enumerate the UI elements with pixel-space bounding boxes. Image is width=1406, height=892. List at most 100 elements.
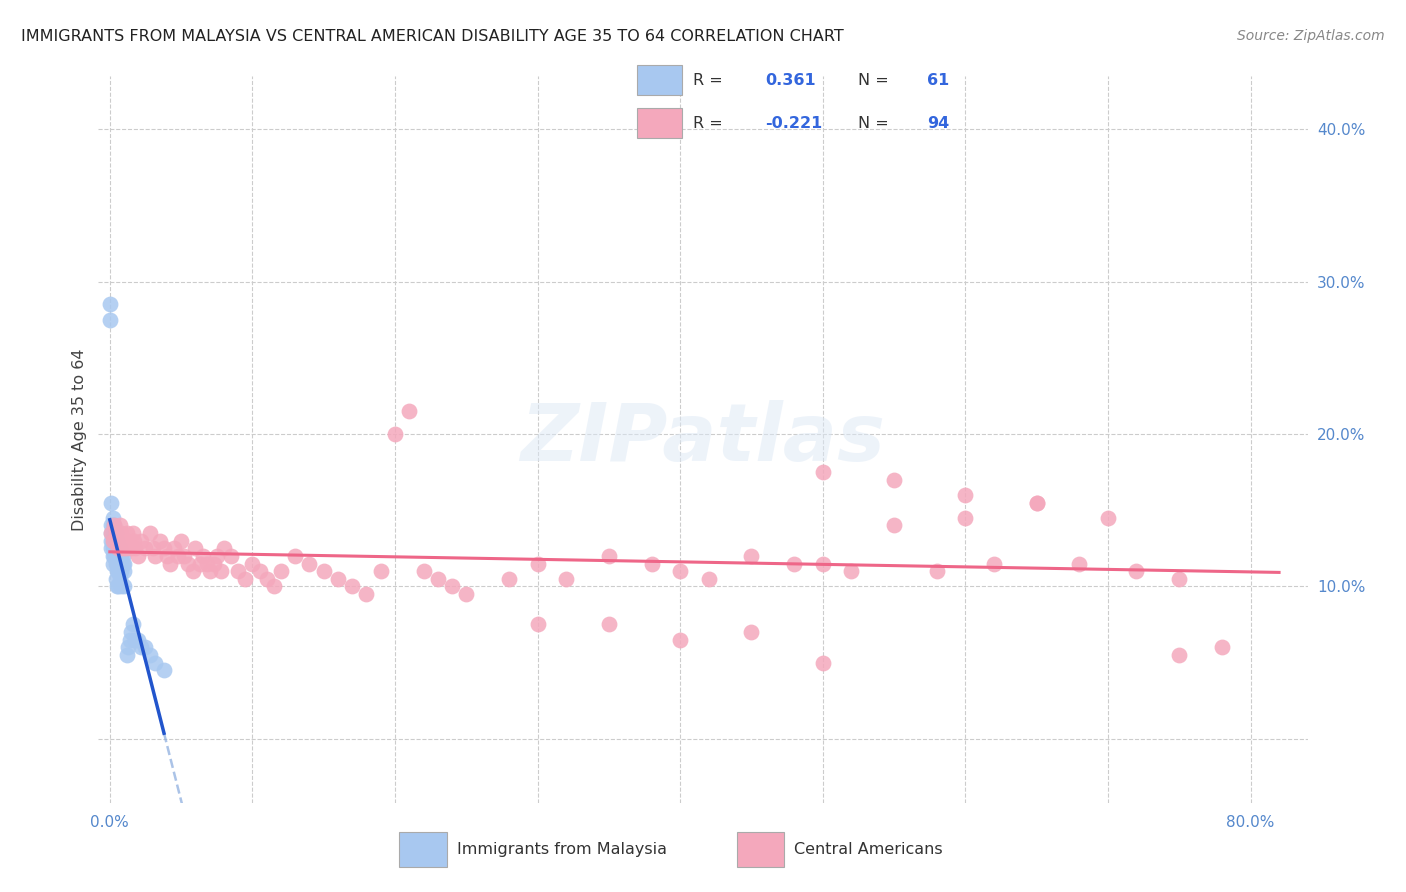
Point (103, 549, 125, 563)
Point (925, 564, 948, 578)
Point (101, 533, 124, 548)
Point (170, 533, 193, 548)
Point (159, 557, 181, 571)
Point (783, 557, 806, 571)
Point (101, 533, 124, 548)
Point (105, 579, 128, 593)
Point (101, 526, 124, 541)
Point (108, 541, 131, 556)
Point (105, 533, 128, 548)
Point (105, 533, 128, 548)
Point (153, 541, 176, 556)
Text: R =: R = (693, 73, 723, 87)
Text: ZIPatlas: ZIPatlas (520, 401, 886, 478)
Point (121, 617, 143, 632)
Point (669, 632, 692, 647)
Bar (737, 832, 785, 867)
Point (108, 518, 131, 533)
Point (1168, 572, 1191, 586)
Point (233, 572, 256, 586)
Point (100, 541, 122, 556)
Point (115, 648, 138, 662)
Point (811, 465, 834, 479)
Point (526, 617, 548, 632)
Point (398, 404, 420, 418)
Text: Source: ZipAtlas.com: Source: ZipAtlas.com (1237, 29, 1385, 43)
Point (118, 632, 141, 647)
Point (101, 510, 124, 524)
Point (108, 557, 131, 571)
Text: N =: N = (858, 73, 889, 87)
Point (184, 541, 207, 556)
Point (640, 557, 662, 571)
Bar (637, 65, 682, 95)
Point (195, 557, 218, 571)
Point (202, 557, 225, 571)
Point (108, 572, 131, 586)
Point (342, 579, 364, 593)
Point (112, 564, 135, 578)
Point (134, 640, 156, 655)
Point (110, 557, 132, 571)
Point (740, 549, 762, 563)
Point (209, 564, 232, 578)
Point (104, 549, 127, 563)
Point (370, 564, 392, 578)
Point (108, 549, 131, 563)
Point (107, 549, 129, 563)
Text: 94: 94 (928, 116, 949, 130)
Point (100, 526, 122, 541)
Point (412, 564, 434, 578)
Point (101, 518, 124, 533)
Point (153, 663, 176, 677)
Point (122, 533, 145, 548)
Point (163, 541, 186, 556)
Point (104, 533, 127, 548)
Point (112, 533, 135, 548)
Point (270, 564, 292, 578)
Point (1211, 640, 1233, 655)
Point (955, 488, 977, 502)
Text: R =: R = (693, 116, 723, 130)
Point (104, 526, 127, 541)
Point (111, 557, 134, 571)
Point (284, 549, 307, 563)
Point (145, 549, 167, 563)
Point (298, 557, 321, 571)
Point (740, 625, 762, 640)
Point (212, 541, 235, 556)
Bar (637, 108, 682, 138)
Point (139, 648, 162, 662)
Point (100, 526, 122, 541)
Point (1025, 495, 1047, 509)
Point (555, 572, 578, 586)
Point (156, 549, 179, 563)
Point (100, 518, 122, 533)
Point (103, 518, 125, 533)
Point (110, 549, 132, 563)
Point (115, 526, 138, 541)
Point (139, 526, 162, 541)
Point (384, 427, 406, 442)
Point (104, 541, 127, 556)
Point (205, 549, 228, 563)
Point (101, 549, 124, 563)
Point (98, 312, 121, 326)
Point (955, 510, 977, 524)
Point (103, 541, 125, 556)
Text: IMMIGRANTS FROM MALAYSIA VS CENTRAL AMERICAN DISABILITY AGE 35 TO 64 CORRELATION: IMMIGRANTS FROM MALAYSIA VS CENTRAL AMER… (21, 29, 844, 44)
Point (983, 557, 1005, 571)
Point (697, 572, 720, 586)
Point (127, 632, 149, 647)
Point (104, 572, 127, 586)
Point (124, 541, 146, 556)
Point (498, 572, 520, 586)
Point (107, 579, 129, 593)
Point (107, 557, 129, 571)
Point (1069, 557, 1091, 571)
Text: -0.221: -0.221 (765, 116, 823, 130)
Bar (399, 832, 447, 867)
Point (173, 549, 195, 563)
Point (191, 549, 214, 563)
Point (129, 640, 152, 655)
